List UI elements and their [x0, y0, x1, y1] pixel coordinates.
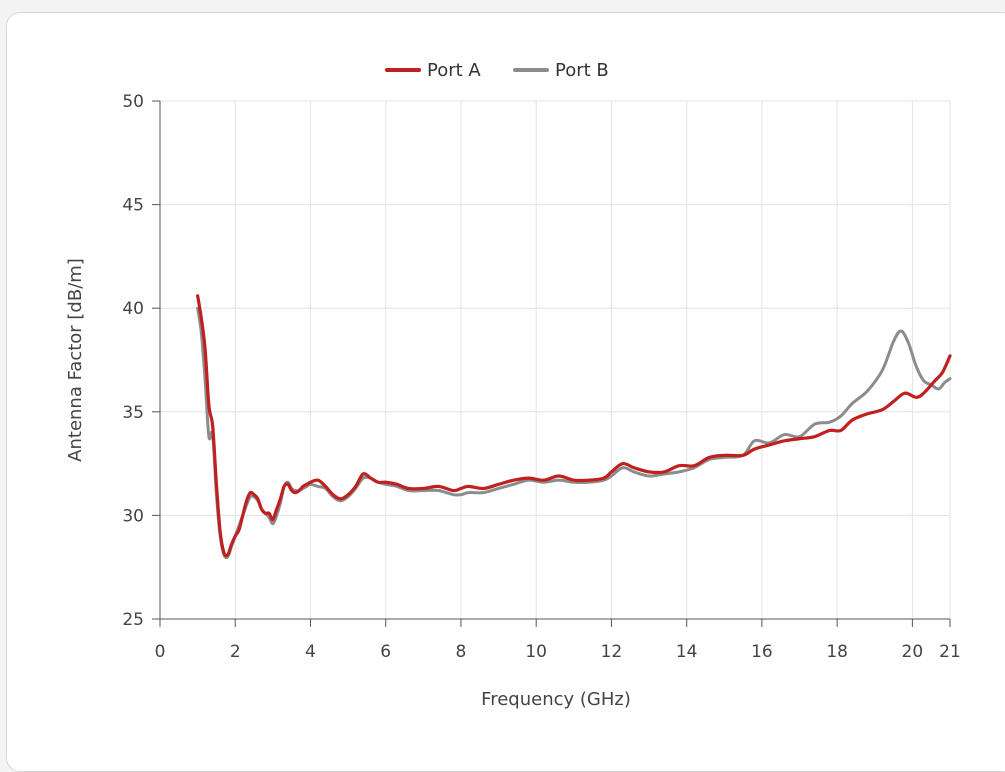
x-tick-labels: 0 2 4 6 8 10 12 14 16 18 20 21: [155, 619, 961, 662]
legend-item-port-a[interactable]: Port A: [385, 60, 481, 81]
x-tick-label: 0: [155, 642, 166, 662]
y-tick-label: 35: [122, 403, 144, 423]
grid: [160, 100, 951, 620]
series-line-port-b: [196, 306, 952, 560]
x-tick-label: 6: [380, 642, 391, 662]
x-tick-label: 2: [230, 642, 241, 662]
x-tick-label: 16: [751, 642, 773, 662]
chart-card: [6, 12, 1005, 772]
x-tick-label: 10: [525, 642, 547, 662]
series-line-port-a: [196, 294, 952, 558]
x-tick-label: 12: [601, 642, 623, 662]
x-axis-title: Frequency (GHz): [481, 689, 631, 710]
legend[interactable]: Port A Port B: [385, 60, 609, 81]
series-lines: [196, 294, 952, 560]
x-tick-label: 4: [305, 642, 316, 662]
y-tick-label: 50: [122, 92, 144, 112]
x-tick-label: 20: [902, 642, 924, 662]
y-tick-label: 45: [122, 196, 144, 216]
x-tick-label: 21: [939, 642, 961, 662]
legend-label: Port A: [427, 60, 481, 81]
y-tick-label: 30: [122, 506, 144, 526]
y-axis-title: Antenna Factor [dB/m]: [65, 258, 86, 462]
y-tick-labels: 25 30 35 40 45 50: [122, 92, 160, 630]
legend-label: Port B: [555, 60, 609, 81]
axes: [159, 101, 950, 620]
x-tick-label: 8: [456, 642, 467, 662]
legend-item-port-b[interactable]: Port B: [513, 60, 609, 81]
y-tick-label: 40: [122, 299, 144, 319]
x-tick-label: 14: [676, 642, 698, 662]
y-tick-label: 25: [122, 610, 144, 630]
x-tick-label: 18: [826, 642, 848, 662]
